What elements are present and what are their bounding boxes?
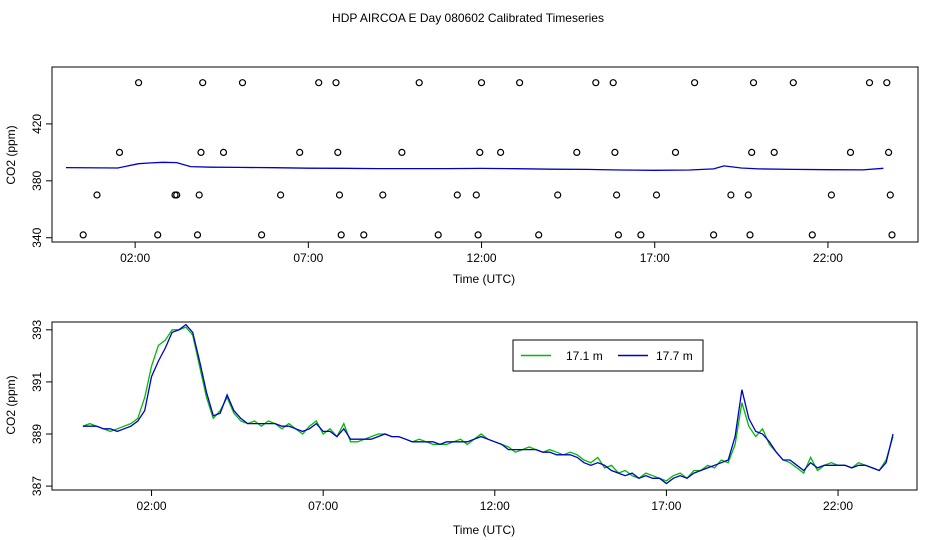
plot-frame xyxy=(51,66,919,243)
data-point xyxy=(827,191,836,199)
data-point xyxy=(474,231,482,239)
scatter-chart: 02:00 07:00 12:00 17:00 22:00 340 380 420 Time… xyxy=(4,66,919,286)
data-point xyxy=(379,191,387,199)
y-tick-label: 389 xyxy=(30,424,44,444)
y-tick-label: 391 xyxy=(30,372,44,392)
data-point xyxy=(238,79,247,87)
x-tick-label: 22:00 xyxy=(823,499,853,513)
y-tick-label: 393 xyxy=(30,319,44,339)
data-point xyxy=(535,231,543,239)
data-point xyxy=(748,148,756,156)
data-point xyxy=(789,79,797,87)
legend-label-2: 17.7 m xyxy=(656,349,693,363)
page-title: HDP AIRCOA E Day 080602 Calibrated Times… xyxy=(332,11,604,25)
data-point xyxy=(612,191,621,199)
x-tick-label: 02:00 xyxy=(120,251,150,265)
data-point xyxy=(315,79,323,87)
data-point xyxy=(415,79,423,87)
plot-frame xyxy=(51,321,918,491)
y-axis: 340 380 420 xyxy=(30,114,53,248)
legend: 17.1 m 17.7 m xyxy=(512,339,704,372)
data-point xyxy=(360,231,368,239)
data-point xyxy=(219,148,228,156)
data-point xyxy=(886,191,894,199)
data-point xyxy=(746,231,754,239)
x-tick-label: 17:00 xyxy=(651,499,681,513)
y-tick-label: 387 xyxy=(30,476,44,496)
data-point xyxy=(770,148,778,156)
x-axis: 02:00 07:00 12:00 17:00 22:00 xyxy=(137,489,853,513)
data-point xyxy=(652,191,661,199)
y-axis-label: CO2 (ppm) xyxy=(4,125,18,184)
series-line-2 xyxy=(82,323,894,485)
data-point xyxy=(808,231,816,239)
data-point xyxy=(332,79,340,87)
data-point xyxy=(515,79,524,87)
x-tick-label: 12:00 xyxy=(480,499,510,513)
line-chart: 02:00 07:00 12:00 17:00 22:00 387 389 391 393 T… xyxy=(4,319,918,537)
x-axis: 02:00 07:00 12:00 17:00 22:00 xyxy=(120,241,843,265)
x-axis-label: Time (UTC) xyxy=(453,523,515,537)
data-point xyxy=(277,191,285,199)
data-point xyxy=(709,231,718,239)
data-point xyxy=(173,191,181,199)
x-tick-label: 07:00 xyxy=(293,251,323,265)
data-point xyxy=(671,148,680,156)
y-tick-label: 420 xyxy=(30,114,44,134)
data-point xyxy=(193,231,202,239)
data-point xyxy=(197,148,205,156)
data-point xyxy=(334,148,342,156)
data-point xyxy=(434,231,442,239)
data-point xyxy=(690,79,699,87)
data-point xyxy=(744,191,752,199)
x-tick-label: 02:00 xyxy=(137,499,167,513)
series-line xyxy=(65,161,884,171)
data-point xyxy=(727,191,735,199)
y-axis-label: CO2 (ppm) xyxy=(4,375,18,434)
data-point xyxy=(199,79,207,87)
x-tick-label: 12:00 xyxy=(467,251,497,265)
data-point xyxy=(592,79,600,87)
data-point xyxy=(573,148,581,156)
series-line-1 xyxy=(82,326,894,482)
data-point xyxy=(749,79,758,87)
y-tick-label: 340 xyxy=(30,227,44,247)
data-marks xyxy=(65,79,896,239)
data-point xyxy=(472,191,480,199)
data-point xyxy=(554,191,562,199)
data-point xyxy=(476,148,484,156)
x-tick-label: 22:00 xyxy=(813,251,843,265)
data-point xyxy=(609,79,617,87)
y-axis: 387 389 391 393 xyxy=(30,319,53,496)
data-point xyxy=(115,148,124,156)
data-point xyxy=(865,79,874,87)
data-point xyxy=(135,79,143,87)
data-point xyxy=(477,79,486,87)
x-axis-label: Time (UTC) xyxy=(453,272,515,286)
x-tick-label: 17:00 xyxy=(640,251,670,265)
data-point xyxy=(79,231,87,239)
data-point xyxy=(337,231,345,239)
data-point xyxy=(296,148,304,156)
data-point xyxy=(453,191,461,199)
data-point xyxy=(611,148,619,156)
y-tick-label: 380 xyxy=(30,170,44,190)
data-point xyxy=(846,148,855,156)
data-point xyxy=(497,148,505,156)
data-point xyxy=(884,148,893,156)
data-point xyxy=(398,148,406,156)
data-point xyxy=(154,231,162,239)
legend-label-1: 17.1 m xyxy=(566,349,603,363)
data-point xyxy=(637,231,645,239)
data-point xyxy=(614,231,623,239)
data-point xyxy=(883,79,891,87)
data-point xyxy=(93,191,101,199)
data-point xyxy=(888,231,896,239)
data-point xyxy=(335,191,344,199)
data-marks xyxy=(82,323,894,485)
data-point xyxy=(258,231,266,239)
x-tick-label: 07:00 xyxy=(308,499,338,513)
data-point xyxy=(195,191,203,199)
